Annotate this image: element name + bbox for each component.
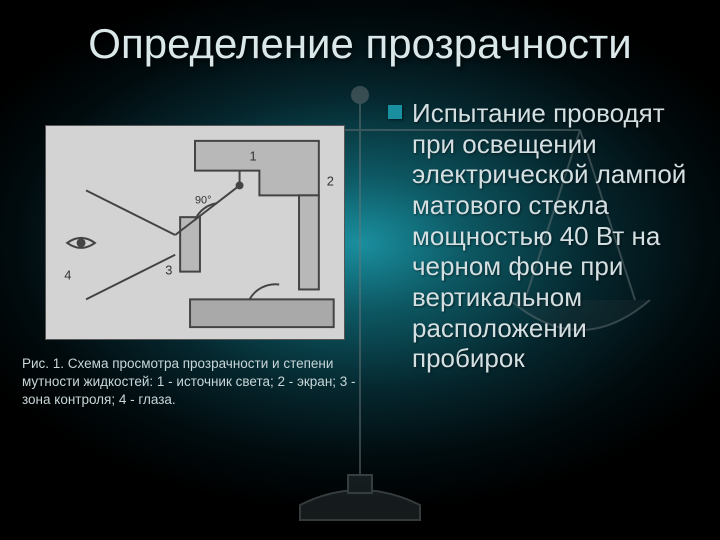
diagram-label-2: 2: [327, 173, 334, 188]
diagram-figure: 1 2 3 4 90°: [45, 125, 345, 340]
diagram-label-1: 1: [249, 149, 256, 164]
body-text: Испытание проводят при освещении электри…: [412, 98, 702, 374]
diagram-angle-label: 90°: [195, 194, 211, 206]
slide-title: Определение прозрачности: [0, 0, 720, 68]
diagram-label-4: 4: [64, 268, 71, 283]
figure-caption: Рис. 1. Схема просмотра прозрачности и с…: [22, 355, 362, 410]
diagram-label-3: 3: [165, 263, 172, 278]
bullet-marker: [388, 105, 402, 119]
